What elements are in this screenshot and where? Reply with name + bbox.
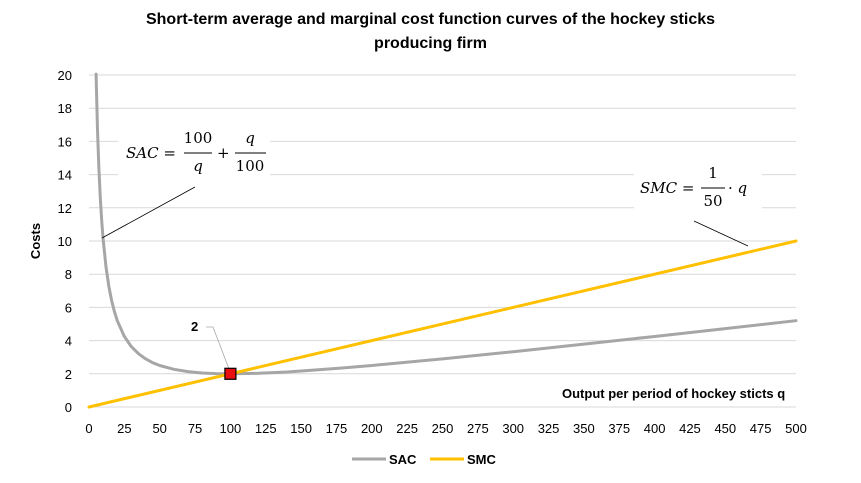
x-tick-label: 450 [714,421,736,436]
chart-title-line-2: producing firm [374,35,487,52]
sac-formula: SAC = 100 q + q 100 [118,128,270,176]
smc-formula-rhs: · q [728,179,747,197]
x-tick-label: 225 [396,421,418,436]
x-tick-label: 300 [502,421,524,436]
y-tick-label: 12 [58,201,72,216]
chart-title-line-1: Short-term average and marginal cost fun… [145,11,716,28]
sac-formula-den1: q [193,157,203,175]
y-axis-title: Costs [28,223,43,259]
x-tick-label: 375 [608,421,630,436]
x-tick-label: 100 [220,421,242,436]
series-line-sac [94,72,798,376]
y-tick-label: 8 [65,267,72,282]
y-tick-label: 18 [58,101,72,116]
x-tick-label: 250 [432,421,454,436]
sac-formula-num1: 100 [184,129,213,147]
point-label: 2 [191,319,198,334]
sac-formula-num2: q [245,129,255,147]
sac-formula-leader-line [101,186,196,239]
smc-formula-den: 50 [703,192,722,210]
x-tick-label: 150 [290,421,312,436]
x-tick-labels: 0 25 50 75 100 125 150 175 200 225 250 275 300 325 350… [85,421,806,436]
sac-formula-lhs: SAC = [126,144,176,162]
x-tick-label: 425 [679,421,701,436]
sac-formula-plus: + [217,144,230,162]
smc-formula-lhs: SMC = [640,179,694,197]
y-tick-label: 14 [58,168,72,183]
y-tick-label: 10 [58,234,72,249]
intersection-point-marker [224,367,237,380]
y-tick-label: 2 [65,367,72,382]
x-tick-label: 500 [785,421,807,436]
y-tick-label: 6 [65,300,72,315]
x-tick-label: 50 [152,421,166,436]
smc-formula: SMC = 1 50 · q [634,162,762,212]
sac-formula-den2: 100 [236,157,265,175]
x-axis-title: Output per period of hockey sticts q [562,386,785,401]
x-tick-label: 400 [644,421,666,436]
legend-sac-label: SAC [389,452,417,467]
smc-formula-num: 1 [708,164,718,182]
x-tick-label: 475 [750,421,772,436]
x-tick-label: 125 [255,421,277,436]
y-tick-label: 20 [58,68,72,83]
x-tick-label: 0 [85,421,92,436]
y-tick-label: 16 [58,134,72,149]
y-tick-labels: 0 2 4 6 8 10 12 14 16 18 20 [58,68,72,415]
chart-title: Short-term average and marginal cost fun… [0,8,861,56]
x-tick-label: 325 [538,421,560,436]
legend-smc-label: SMC [467,452,497,467]
point-label-leader-line [206,326,230,370]
x-tick-label: 25 [117,421,131,436]
y-tick-label: 0 [65,400,72,415]
x-tick-label: 200 [361,421,383,436]
x-tick-label: 275 [467,421,489,436]
series-layer [87,72,798,409]
series-line-smc [87,239,798,409]
x-tick-label: 175 [326,421,348,436]
smc-formula-leader-line [693,220,749,247]
legend: SAC SMC [352,452,497,467]
x-tick-label: 350 [573,421,595,436]
x-tick-label: 75 [188,421,202,436]
y-tick-label: 4 [65,334,72,349]
